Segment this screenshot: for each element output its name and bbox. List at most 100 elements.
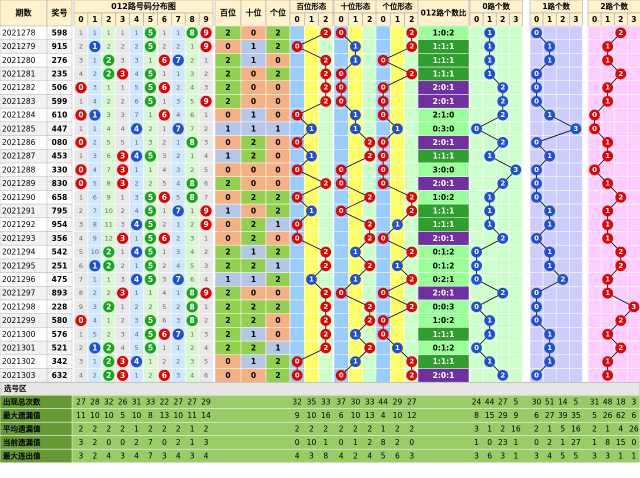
form-ball <box>406 369 418 381</box>
digit-ball <box>158 328 170 340</box>
digit-miss-text: 2 <box>93 138 97 146</box>
ratio-text: 1:0:2 <box>433 28 455 37</box>
ratio-text: 2:0:1 <box>433 289 455 298</box>
form-ball <box>364 219 376 231</box>
digit-ball-text: 3 <box>120 371 125 380</box>
issue-text: 2021293 <box>2 234 36 243</box>
count-ball-text: 0 <box>534 193 539 201</box>
pos-text: 2 <box>275 206 280 215</box>
count-ball <box>471 274 482 285</box>
stat-c2-value: 62 <box>616 411 626 420</box>
count-cell <box>509 190 523 205</box>
count-ball-text: 2 <box>500 234 505 242</box>
count-cell <box>613 368 628 383</box>
count-cell <box>627 272 640 287</box>
form-cell <box>318 107 334 123</box>
form-cell <box>318 217 334 232</box>
form-ball-text: 2 <box>323 29 328 37</box>
form-cell <box>362 80 378 95</box>
digit-miss-text: 8 <box>107 180 111 188</box>
form-ball-text: 2 <box>323 303 328 311</box>
count-cell <box>529 53 544 68</box>
issue-text: 2021291 <box>2 206 36 215</box>
count-cell <box>569 299 583 314</box>
stat-c0-value: 2 <box>500 424 505 433</box>
form-cell <box>333 327 349 342</box>
count-ball <box>471 301 482 313</box>
digit-miss-text: 2 <box>190 344 194 352</box>
digit-miss-text: 2 <box>204 248 208 256</box>
digit-miss-text: 6 <box>107 152 111 160</box>
count-cell <box>495 244 510 260</box>
issue-text: 2021299 <box>2 316 36 325</box>
issue-text: 2021279 <box>2 42 36 51</box>
count-cell <box>613 176 628 191</box>
digit-miss-text: 3 <box>204 138 208 146</box>
stat-c0-value: 5 <box>513 397 518 406</box>
digit-ball <box>186 191 198 203</box>
prize-text: 506 <box>52 83 68 92</box>
form-cell <box>375 217 391 232</box>
form-cell <box>362 39 378 54</box>
count-ball <box>531 27 542 39</box>
form-ball-text: 1 <box>353 125 358 133</box>
digit-miss-text: 3 <box>93 303 97 311</box>
header-prize-cell <box>46 0 73 27</box>
digit-miss-text: 1 <box>148 56 152 64</box>
form-cell <box>333 272 349 287</box>
pos-text: 2 <box>275 42 280 51</box>
count-cell <box>469 217 484 232</box>
prize-text: 954 <box>52 220 68 229</box>
prize-text: 830 <box>52 179 68 188</box>
pos-text: 0 <box>275 165 280 174</box>
count-cell <box>555 203 570 219</box>
count-ball <box>531 301 542 313</box>
form-ball <box>406 356 418 368</box>
stat-c1-value: 16 <box>571 424 581 433</box>
count-ball-text: 2 <box>500 97 505 105</box>
form-ball-text: 1 <box>395 125 400 133</box>
count-cell <box>529 272 544 287</box>
stat-digit-value: 11 <box>187 411 197 420</box>
ratio-text: 2:0:1 <box>433 97 455 106</box>
stat-digit-value: 2 <box>134 438 139 447</box>
issue-text: 2021298 <box>2 302 36 311</box>
digit-ball-text: 2 <box>106 343 111 352</box>
digit-miss-text: 3 <box>176 371 180 379</box>
count-ball-text: 0 <box>474 303 479 311</box>
pos-text: 2 <box>225 97 230 106</box>
digit-ball <box>144 328 157 340</box>
count-ball <box>484 54 496 66</box>
form-ball <box>406 246 418 258</box>
issue-text: 2021300 <box>2 330 36 339</box>
count-ball-text: 2 <box>618 70 623 78</box>
pos-text: 1 <box>251 248 256 257</box>
stat-c1-value: 14 <box>558 397 568 406</box>
form-ball <box>377 232 389 244</box>
digit-ball-text: 6 <box>162 56 167 65</box>
count-cell <box>600 162 615 177</box>
form-cell <box>289 80 305 95</box>
count-cell <box>555 258 570 273</box>
digit-miss-text: 1 <box>134 289 138 297</box>
form-ball <box>350 41 361 52</box>
digit-ball-text: 2 <box>106 248 111 257</box>
count-cell <box>627 149 640 164</box>
stat-digit-value: 7 <box>148 438 153 447</box>
digit-ball <box>103 301 115 313</box>
count-cell <box>542 25 557 40</box>
stat-digit-value: 13 <box>160 411 170 420</box>
count-cell <box>509 340 523 356</box>
ratio-text: 0:1:2 <box>433 248 455 257</box>
count-cell <box>587 244 602 260</box>
count-ball-text: 2 <box>618 248 623 256</box>
count-cell <box>587 149 602 164</box>
digit-miss-text: 4 <box>204 344 208 352</box>
count-cell <box>469 53 484 68</box>
select-zone-label: 选号区 <box>4 383 27 393</box>
digit-miss-text: 4 <box>79 371 83 379</box>
digit-ball-text: 8 <box>190 28 195 37</box>
stat-hform-value: 3 <box>309 451 314 460</box>
form-ball-text: 0 <box>381 56 386 64</box>
count-cell <box>627 231 640 246</box>
